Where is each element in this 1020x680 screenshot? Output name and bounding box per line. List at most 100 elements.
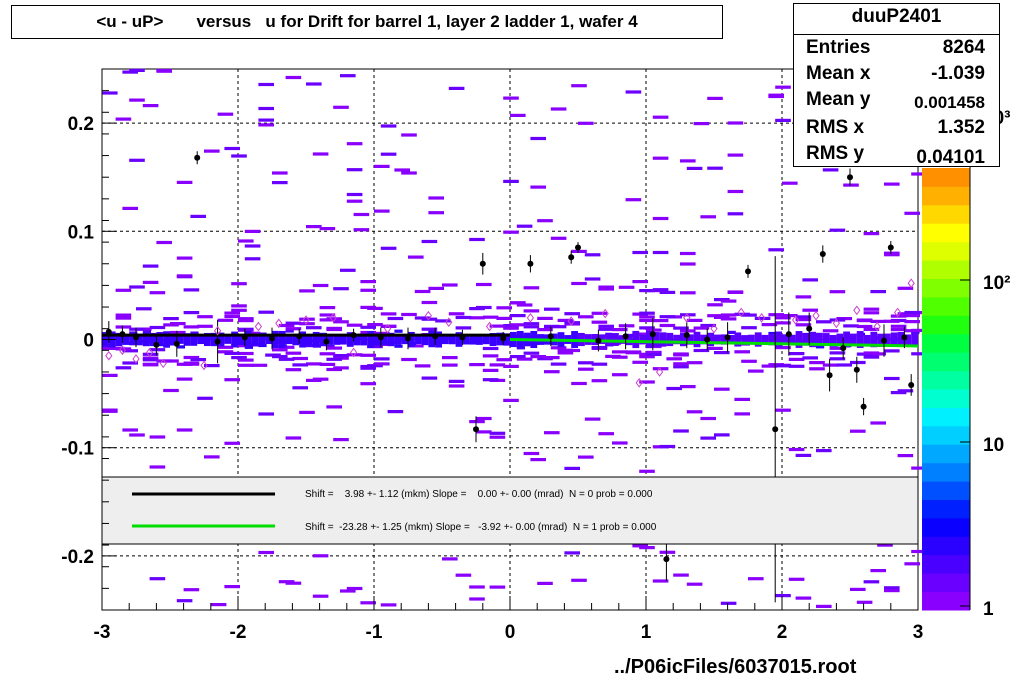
heatmap-cell xyxy=(360,382,376,386)
heatmap-cell xyxy=(530,136,546,141)
x-tick-label: 1 xyxy=(641,622,652,643)
data-point xyxy=(881,337,887,344)
heatmap-cell xyxy=(204,149,220,153)
stats-histogram-name: duuP2401 xyxy=(851,6,942,27)
heatmap-cell xyxy=(285,75,302,80)
heatmap-cell xyxy=(646,330,653,349)
heatmap-cell xyxy=(176,335,184,344)
stats-row-mean-x: Mean x -1.039 xyxy=(794,63,999,89)
heatmap-cell xyxy=(231,304,247,308)
heatmap-cell xyxy=(639,315,655,319)
diamond-point xyxy=(383,323,392,334)
heatmap-cell xyxy=(557,318,574,322)
heatmap-cell xyxy=(544,431,560,435)
heatmap-cell xyxy=(231,344,247,348)
heatmap-cell xyxy=(448,86,465,90)
diamond-point xyxy=(349,347,358,358)
heatmap-cell xyxy=(285,436,302,440)
heatmap-cell xyxy=(734,397,750,401)
heatmap-cell xyxy=(652,250,669,255)
heatmap-cell xyxy=(659,444,676,449)
heatmap-cell xyxy=(578,367,594,371)
heatmap-cell xyxy=(856,319,873,323)
heatmap-cell xyxy=(618,285,635,289)
heatmap-cell xyxy=(176,428,193,432)
heatmap-cell xyxy=(374,333,381,346)
heatmap-cell xyxy=(571,578,587,582)
diamond-point xyxy=(159,358,167,369)
heatmap-cell xyxy=(788,447,805,452)
heatmap-cell xyxy=(537,219,553,223)
heatmap-cell xyxy=(911,466,927,470)
heatmap-cell xyxy=(455,326,472,330)
color-scale-bin xyxy=(922,278,970,298)
heatmap-cell xyxy=(666,386,682,391)
heatmap-cell xyxy=(489,363,506,367)
heatmap-cell xyxy=(700,436,716,440)
heatmap-cell xyxy=(414,364,431,368)
heatmap-cell xyxy=(550,107,567,111)
heatmap-cell xyxy=(829,290,846,294)
heatmap-cell xyxy=(775,408,791,412)
heatmap-cell xyxy=(306,378,322,382)
heatmap-cell xyxy=(571,281,587,286)
heatmap-cell xyxy=(652,216,669,221)
diamond-point xyxy=(105,350,113,361)
heatmap-cell xyxy=(884,349,900,353)
heatmap-cell xyxy=(258,123,274,127)
heatmap-cell xyxy=(523,451,540,456)
heatmap-cell xyxy=(469,334,476,345)
heatmap-cell xyxy=(149,465,166,469)
heatmap-cell xyxy=(312,283,329,288)
heatmap-cell xyxy=(639,334,646,345)
heatmap-cell xyxy=(224,441,240,445)
color-scale-label: 1 xyxy=(983,599,994,620)
heatmap-cell xyxy=(401,357,417,362)
heatmap-cell xyxy=(312,554,329,558)
heatmap-cell xyxy=(686,318,703,322)
legend-entry-2: Shift = -23.28 +- 1.25 (mkm) Slope = -3.… xyxy=(305,522,657,533)
heatmap-cell xyxy=(306,326,322,330)
heatmap-cell xyxy=(122,334,130,345)
heatmap-cell xyxy=(346,192,363,197)
stat-label: Mean x xyxy=(806,63,871,84)
heatmap-cell xyxy=(156,343,165,347)
heatmap-cell xyxy=(863,232,880,236)
heatmap-cell xyxy=(564,321,580,325)
heatmap-cell xyxy=(809,331,816,348)
heatmap-cell xyxy=(748,334,755,345)
heatmap-cell xyxy=(673,334,680,345)
heatmap-cell xyxy=(802,278,818,282)
heatmap-cell xyxy=(673,573,689,577)
heatmap-cell xyxy=(176,180,193,184)
heatmap-cell xyxy=(142,330,151,334)
heatmap-cell xyxy=(442,356,458,360)
heatmap-cell xyxy=(775,316,791,320)
heatmap-cell xyxy=(503,179,519,183)
heatmap-cell xyxy=(843,324,859,328)
heatmap-cell xyxy=(285,334,293,345)
heatmap-cell xyxy=(707,332,714,347)
heatmap-cell xyxy=(374,331,390,335)
heatmap-cell xyxy=(367,323,383,327)
heatmap-cell xyxy=(897,332,905,347)
color-scale-bin xyxy=(922,591,970,611)
heatmap-cell xyxy=(557,351,574,355)
heatmap-cell xyxy=(156,334,164,345)
heatmap-cell xyxy=(176,377,193,381)
heatmap-cell xyxy=(598,432,614,436)
heatmap-cell xyxy=(272,181,288,185)
heatmap-cell xyxy=(299,331,306,348)
heatmap-cell xyxy=(251,363,268,367)
heatmap-cell xyxy=(598,327,614,331)
heatmap-cell xyxy=(333,366,349,370)
heatmap-cell xyxy=(149,435,166,439)
heatmap-cell xyxy=(197,324,213,328)
heatmap-cell xyxy=(659,550,676,554)
heatmap-cell xyxy=(442,283,458,287)
heatmap-cell xyxy=(720,299,737,303)
heatmap-cell xyxy=(768,331,777,336)
heatmap-cell xyxy=(829,351,846,355)
heatmap-cell xyxy=(285,368,302,372)
heatmap-cell xyxy=(340,74,356,78)
